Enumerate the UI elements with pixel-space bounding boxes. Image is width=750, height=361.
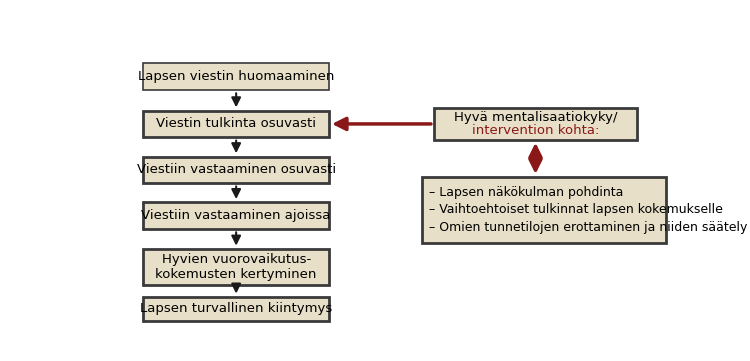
Text: Viestin tulkinta osuvasti: Viestin tulkinta osuvasti [156, 117, 316, 130]
Text: Hyvien vuorovaikutus-
kokemusten kertyminen: Hyvien vuorovaikutus- kokemusten kertymi… [155, 253, 316, 281]
FancyBboxPatch shape [422, 177, 666, 243]
Text: Hyvä mentalisaatiokyky/: Hyvä mentalisaatiokyky/ [454, 111, 617, 124]
Text: Viestiin vastaaminen ajoissa: Viestiin vastaaminen ajoissa [142, 209, 331, 222]
FancyBboxPatch shape [433, 108, 638, 140]
Text: Lapsen turvallinen kiintymys: Lapsen turvallinen kiintymys [140, 302, 332, 315]
Text: Viestiin vastaaminen osuvasti: Viestiin vastaaminen osuvasti [136, 163, 336, 176]
FancyBboxPatch shape [143, 111, 329, 137]
FancyBboxPatch shape [143, 64, 329, 90]
FancyBboxPatch shape [143, 297, 329, 321]
Text: Lapsen viestin huomaaminen: Lapsen viestin huomaaminen [138, 70, 334, 83]
Text: – Omien tunnetilojen erottaminen ja niiden säätely: – Omien tunnetilojen erottaminen ja niid… [429, 221, 748, 234]
Text: intervention kohta:: intervention kohta: [472, 123, 599, 136]
Text: – Lapsen näkökulman pohdinta: – Lapsen näkökulman pohdinta [429, 186, 623, 199]
Text: – Vaihtoehtoiset tulkinnat lapsen kokemukselle: – Vaihtoehtoiset tulkinnat lapsen kokemu… [429, 203, 723, 216]
FancyBboxPatch shape [143, 203, 329, 229]
FancyBboxPatch shape [143, 249, 329, 285]
FancyBboxPatch shape [143, 157, 329, 183]
